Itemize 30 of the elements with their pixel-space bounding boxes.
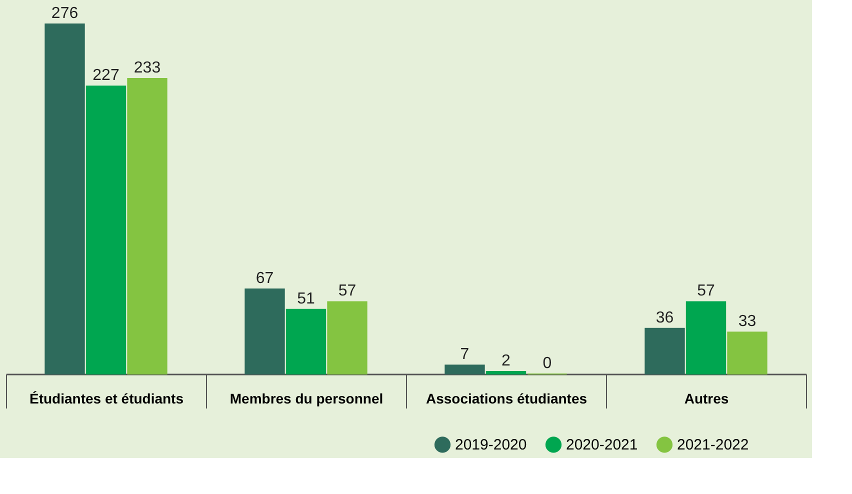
bar (727, 332, 768, 374)
bar (286, 308, 326, 374)
bar (86, 86, 126, 374)
data-label: 0 (542, 355, 552, 372)
data-label: 7 (460, 346, 470, 364)
bar (486, 370, 526, 374)
data-label: 67 (256, 270, 274, 288)
data-label: 276 (51, 5, 78, 22)
data-label: 57 (697, 282, 715, 300)
data-label: 51 (297, 290, 315, 308)
legend-label: 2019-2020 (455, 436, 527, 454)
x-tick-label: Autres (684, 390, 729, 406)
bar (244, 288, 285, 374)
data-label: 36 (656, 309, 674, 326)
data-label: 57 (338, 282, 356, 300)
legend-label: 2020-2021 (566, 436, 638, 454)
legend-label: 2021-2022 (677, 436, 749, 454)
bar (327, 301, 368, 374)
bar (444, 364, 485, 374)
x-tick-label: Étudiantes et étudiants (29, 390, 184, 406)
bar (644, 328, 685, 374)
bar (127, 78, 168, 374)
data-label: 2 (502, 352, 511, 370)
data-label: 227 (92, 67, 120, 84)
data-label: 33 (738, 313, 756, 330)
bar (686, 301, 726, 374)
x-tick-label: Associations étudiantes (426, 390, 588, 406)
data-label: 233 (134, 60, 161, 77)
x-tick-label: Membres du personnel (230, 390, 384, 406)
bar (44, 24, 85, 374)
